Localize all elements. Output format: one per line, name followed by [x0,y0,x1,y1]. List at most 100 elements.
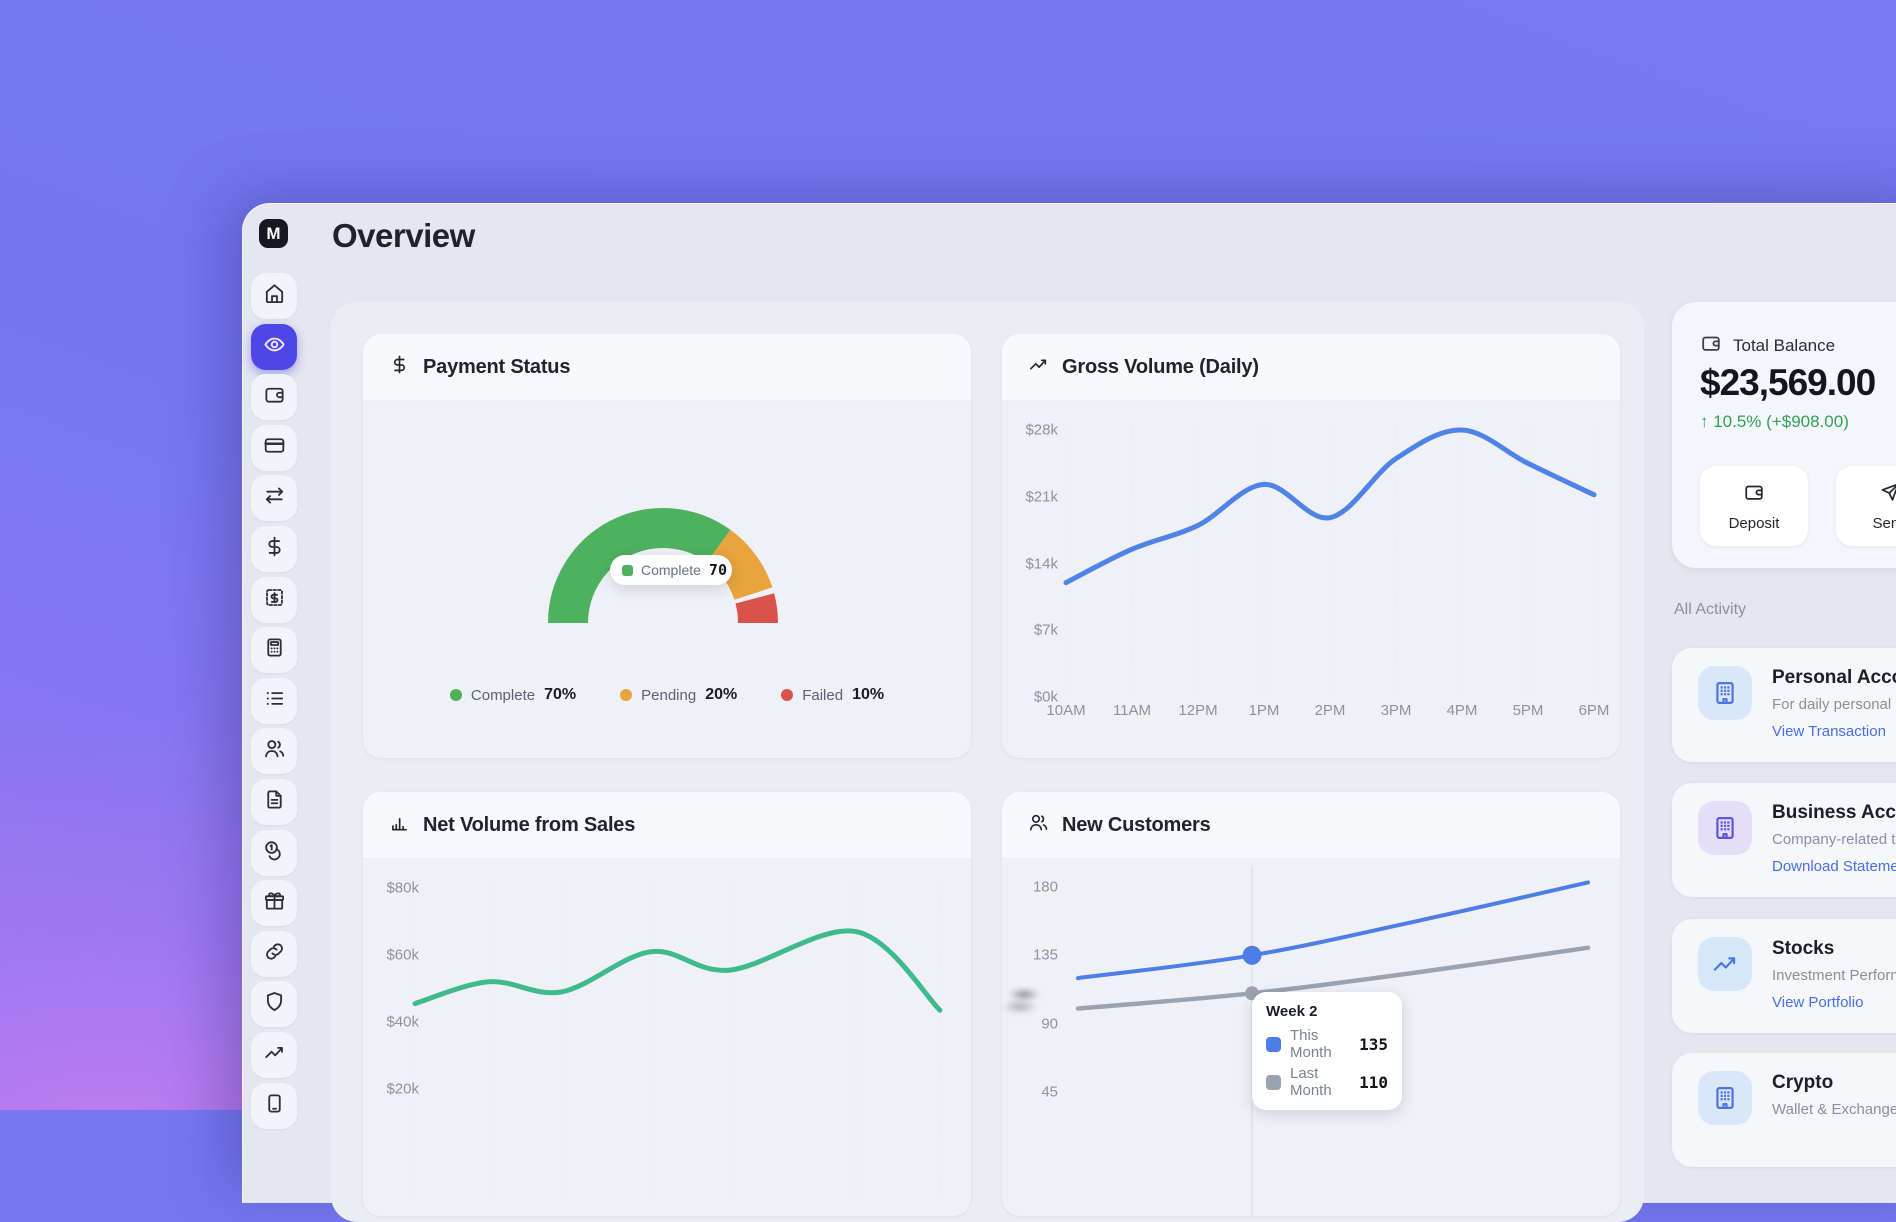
trending-up-icon [263,1041,286,1069]
card-header: New Customers [1002,792,1620,859]
activity-item-crypto[interactable]: Crypto Wallet & Exchange [1672,1053,1896,1167]
eye-icon [263,333,286,361]
y-axis-tick: $80k [386,879,419,897]
receipt-dollar-icon [263,586,286,614]
card-header: Payment Status [363,334,971,401]
building-icon [1698,801,1752,855]
x-axis-tick: 5PM [1512,702,1544,719]
dashboard-panel: Payment Status Complete 70 Complete 70% Pe… [331,302,1644,1222]
x-axis-tick: 3PM [1380,702,1412,719]
gauge-legend: Complete 70% Pending 20% Failed 10% [363,686,971,704]
y-axis-tick: $20k [386,1080,419,1098]
x-axis-tick: 11AM [1112,702,1152,719]
building-icon [1698,1071,1752,1125]
activity-item-personal-account[interactable]: Personal Account For daily personal spend… [1672,648,1896,762]
wallet-icon [1743,481,1765,507]
y-axis-tick: 45 [1041,1083,1058,1101]
sidebar-item-dollar[interactable] [251,526,297,572]
y-axis-tick: $14k [1025,555,1058,572]
sidebar-item-link[interactable] [251,930,297,977]
y-axis-tick: 90 [1041,1015,1058,1033]
sidebar-item-arrows-swap[interactable] [251,475,297,522]
app-window: M Overview Payment Status Complete 70 Co… [242,203,1896,1222]
activity-item-business-account[interactable]: Business Account Company-related transact… [1672,783,1896,897]
legend-dot [620,689,633,701]
total-balance-label: Total Balance [1700,332,1835,359]
sidebar-item-home[interactable] [251,273,297,319]
legend-item: Pending 20% [620,686,737,704]
activity-subtitle: For daily personal spending [1772,696,1896,713]
trending-up-icon [1028,354,1049,380]
gift-icon [263,889,286,917]
activity-subtitle: Investment Performance [1772,967,1896,984]
page-title: Overview [332,217,475,254]
y-axis-tick: $40k [386,1013,419,1031]
building-icon [1698,666,1752,720]
link-icon [263,940,286,968]
trending-up-icon [1698,937,1752,991]
y-axis-tick: $60k [386,946,419,964]
y-axis-tick: 180 [1032,878,1058,896]
app-logo: M [259,219,288,248]
sidebar-item-shield[interactable] [251,981,297,1028]
deposit-button[interactable]: Deposit [1700,466,1808,546]
x-axis-tick: 6PM [1578,702,1610,719]
x-axis-tick: 10AM [1046,702,1086,719]
gauge-tooltip: Complete 70 [610,555,732,585]
home-icon [263,282,286,310]
balance-actions: Deposit Send [1700,466,1896,546]
all-activity-heading: All Activity [1674,601,1747,618]
y-axis-tick: $0k [1033,688,1058,706]
card-title: Gross Volume (Daily) [1062,355,1259,378]
x-axis-tick: 4PM [1446,702,1478,719]
calculator-icon [263,636,286,664]
legend-item: Complete 70% [449,686,576,704]
send-icon [1879,481,1896,507]
dollar-icon [263,535,286,563]
activity-title: Personal Account [1772,667,1896,688]
shield-icon [263,990,286,1018]
sidebar-item-eye[interactable] [251,323,297,370]
activity-title: Business Account [1772,802,1896,823]
total-balance-amount: $23,569.00 [1700,362,1876,403]
sidebar-item-list[interactable] [251,677,297,724]
y-axis-tick: $7k [1033,621,1058,639]
legend-item: Failed 10% [781,686,884,704]
card-title: Payment Status [423,355,571,378]
send-button[interactable]: Send [1836,466,1896,546]
series-swatch [1266,1074,1281,1090]
sidebar-item-trending-up[interactable] [251,1032,297,1078]
sidebar-item-credit-card[interactable] [251,424,297,471]
sidebar-item-device[interactable] [251,1082,297,1129]
activity-link[interactable]: Download Statement [1772,858,1896,875]
activity-link[interactable]: View Portfolio [1772,994,1864,1011]
card-title: New Customers [1062,813,1211,836]
sidebar-item-receipt-dollar[interactable] [251,576,297,623]
sidebar-item-users[interactable] [251,728,297,775]
card-title: Net Volume from Sales [423,813,636,836]
tooltip-row: This Month 135 [1266,1027,1388,1061]
series-swatch [1266,1036,1281,1052]
sidebar-item-gift[interactable] [251,880,297,927]
total-balance-card: Total Balance $23,569.00 ↑ 10.5% (+$908.… [1672,302,1896,568]
sidebar-item-calculator[interactable] [251,627,297,674]
sidebar-item-file-text[interactable] [251,779,297,825]
net-volume-card: Net Volume from Sales $80k $60k $40k $20k [363,792,971,1216]
sidebar-item-wallet[interactable] [251,374,297,421]
legend-swatch [622,564,633,576]
legend-dot [449,689,462,701]
tooltip-title: Week 2 [1266,1003,1318,1020]
dollar-icon [389,354,410,380]
activity-title: Crypto [1772,1072,1834,1093]
sidebar-item-coins[interactable] [251,829,297,876]
week-tooltip: Week 2 This Month 135 Last Month 110 [1252,992,1402,1110]
balance-delta: ↑ 10.5% (+$908.00) [1700,412,1849,431]
payment-status-card: Payment Status Complete 70 Complete 70% Pe… [363,334,971,758]
activity-link[interactable]: View Transaction [1772,723,1886,740]
gross-volume-card: Gross Volume (Daily) $28k $21k $14k $7k $0k 1… [1002,334,1620,758]
users-icon [1028,812,1049,838]
bar-chart-icon [389,812,410,838]
activity-item-stocks[interactable]: Stocks Investment Performance View Portfol… [1672,919,1896,1033]
credit-card-icon [263,434,286,462]
new-customers-card: New Customers Week 2 This Month 135 Last M… [1002,792,1620,1216]
